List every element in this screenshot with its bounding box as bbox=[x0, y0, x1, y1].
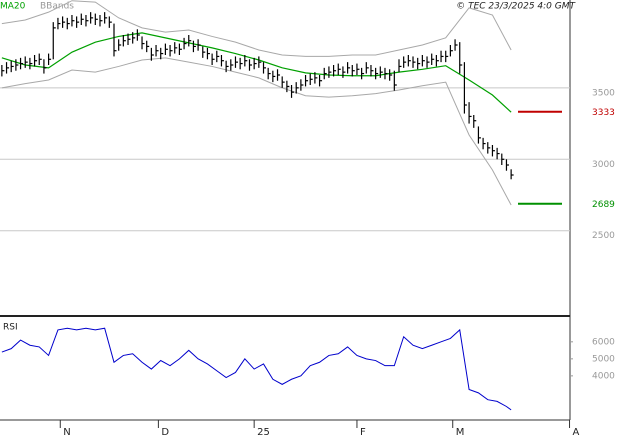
bband-lower bbox=[1, 57, 512, 206]
level-label: 3333 bbox=[592, 108, 615, 118]
level-label: 2689 bbox=[592, 200, 615, 210]
x-tick-label: N bbox=[63, 427, 70, 438]
x-tick-label: F bbox=[360, 427, 366, 438]
copyright: © TEC 23/3/2025 4:0 GMT bbox=[456, 2, 576, 12]
y-tick-label: 4000 bbox=[592, 371, 615, 381]
bband-upper bbox=[1, 0, 512, 57]
rsi-title: RSI bbox=[3, 323, 18, 333]
y-tick-label: 5000 bbox=[592, 354, 615, 364]
x-tick-label: M bbox=[456, 427, 465, 438]
x-tick-label: A bbox=[573, 427, 580, 438]
x-tick-label: D bbox=[161, 427, 169, 438]
legend-bbands: BBands bbox=[40, 2, 74, 12]
x-tick-label: 25 bbox=[257, 427, 270, 438]
y-tick-label: 2500 bbox=[592, 231, 615, 241]
y-tick-label: 3000 bbox=[592, 160, 615, 170]
rsi-line bbox=[1, 327, 512, 411]
y-tick-label: 6000 bbox=[592, 337, 615, 347]
y-tick-label: 3500 bbox=[592, 88, 615, 98]
legend-ma: MA20 bbox=[0, 2, 26, 12]
